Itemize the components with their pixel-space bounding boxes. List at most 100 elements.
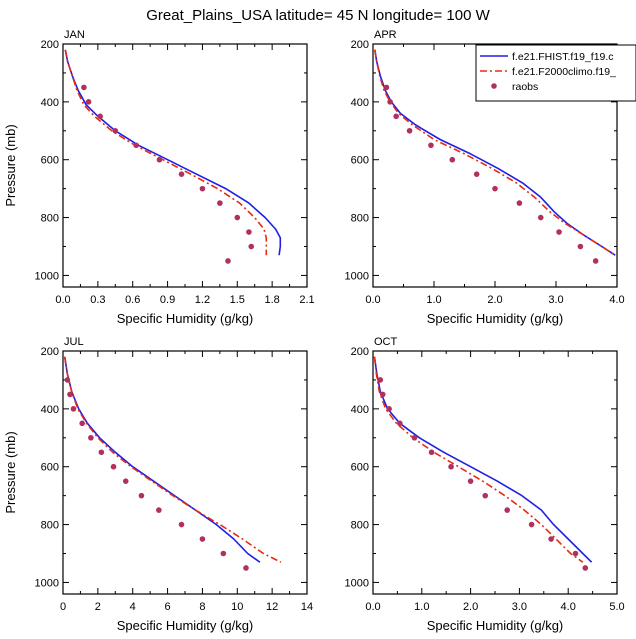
plot-frame <box>372 350 618 595</box>
y-tick-label: 1000 <box>35 270 59 282</box>
raobs-point <box>386 406 392 412</box>
x-tick-label: 1.5 <box>230 294 245 306</box>
raobs-point <box>246 229 252 235</box>
x-tick-label: 2.1 <box>299 294 314 306</box>
legend-label: raobs <box>512 81 538 93</box>
x-tick-label: 0.6 <box>125 294 140 306</box>
raobs-point <box>428 142 434 149</box>
raobs-point <box>473 171 480 177</box>
y-tick-label: 1000 <box>345 577 369 589</box>
raobs-point <box>556 229 562 235</box>
f2000climo-line <box>374 49 616 256</box>
panel-container: 200 400 600 800 1000 0.0 0.3 0.6 0.9 1.2 1.5 1.8 2.1… <box>3 29 636 633</box>
x-tick-label: 1.0 <box>426 294 441 306</box>
raobs-point <box>504 507 511 513</box>
x-tick-label: 4.0 <box>609 294 624 306</box>
x-axis-label: Specific Humidity (g/kg) <box>117 311 254 326</box>
raobs-point <box>138 492 145 499</box>
raobs-point <box>582 565 589 571</box>
raobs-point <box>448 463 454 470</box>
figure-title: Great_Plains_USA latitude= 45 N longitud… <box>146 7 490 24</box>
y-tick-label: 200 <box>41 39 59 51</box>
raobs-point <box>217 200 223 206</box>
raobs-point <box>592 258 599 264</box>
raobs-point <box>79 420 85 427</box>
x-tick-label: 2.0 <box>463 601 478 613</box>
raobs-point <box>112 127 119 134</box>
raobs-point <box>199 536 206 542</box>
raobs-point <box>248 243 255 250</box>
raobs-point <box>156 507 162 513</box>
y-tick-label: 200 <box>351 39 369 51</box>
x-axis-label: Specific Humidity (g/kg) <box>427 311 564 326</box>
plot-frame <box>62 43 308 288</box>
raobs-point <box>110 463 117 470</box>
fhist-line <box>374 49 616 256</box>
raobs-point <box>178 171 185 177</box>
panel-title: JUL <box>64 336 84 348</box>
y-tick-label: 1000 <box>345 270 369 282</box>
x-tick-label: 1.0 <box>414 601 429 613</box>
legend: f.e21.FHIST.f19_f19.c f.e21.F2000climo.f1… <box>475 44 636 102</box>
x-tick-label: 0.9 <box>160 294 175 306</box>
y-tick-label: 600 <box>41 462 59 474</box>
y-tick-label: 600 <box>351 155 369 167</box>
y-tick-label: 200 <box>41 346 59 358</box>
raobs-point <box>64 377 71 383</box>
y-tick-label: 200 <box>351 346 369 358</box>
x-tick-label: 0.0 <box>55 294 70 306</box>
raobs-point <box>81 84 87 91</box>
series-group <box>373 356 593 571</box>
series-group <box>64 49 282 264</box>
raobs-point <box>411 434 418 441</box>
x-tick-label: 1.8 <box>264 294 279 306</box>
raobs-point <box>397 420 403 427</box>
raobs-point <box>387 99 393 105</box>
raobs-point <box>467 478 474 484</box>
x-tick-label: 5.0 <box>609 601 624 613</box>
raobs-point <box>383 84 390 91</box>
series-group <box>63 356 282 571</box>
raobs-point <box>377 377 384 383</box>
fhist-line <box>373 356 593 563</box>
f2000climo-line <box>373 356 584 563</box>
raobs-point <box>577 243 584 250</box>
x-tick-label: 0.3 <box>90 294 105 306</box>
x-tick-label: 0.0 <box>365 294 380 306</box>
raobs-point <box>548 536 554 542</box>
x-tick-label: 10 <box>231 601 243 613</box>
y-tick-label: 800 <box>41 213 59 225</box>
y-tick-label: 600 <box>41 155 59 167</box>
raobs-point <box>85 99 92 105</box>
raobs-point <box>572 550 579 557</box>
y-tick-label: 800 <box>351 213 369 225</box>
f2000climo-line <box>63 356 282 563</box>
raobs-point <box>406 127 413 134</box>
y-tick-label: 400 <box>351 97 369 109</box>
x-tick-label: 3.0 <box>548 294 563 306</box>
raobs-point <box>428 449 435 456</box>
y-tick-label: 400 <box>41 404 59 416</box>
f2000climo-line <box>64 49 268 256</box>
x-tick-label: 4 <box>130 601 136 613</box>
raobs-point <box>98 449 105 456</box>
x-tick-label: 0.0 <box>365 601 380 613</box>
panel-title: OCT <box>374 336 398 348</box>
x-tick-label: 12 <box>266 601 278 613</box>
x-tick-label: 6 <box>165 601 171 613</box>
x-tick-label: 0 <box>60 601 66 613</box>
legend-box <box>475 44 636 102</box>
fhist-line <box>64 49 282 256</box>
series-group <box>374 49 616 264</box>
raobs-point <box>234 214 241 221</box>
raobs-point <box>70 406 77 412</box>
x-tick-label: 8 <box>199 601 205 613</box>
y-axis-label: Pressure (mb) <box>3 431 18 513</box>
raobs-point <box>379 391 386 398</box>
y-tick-label: 1000 <box>35 577 59 589</box>
raobs-point <box>537 214 544 221</box>
raobs-point <box>133 142 139 149</box>
legend-label: f.e21.FHIST.f19_f19.c <box>512 51 614 63</box>
